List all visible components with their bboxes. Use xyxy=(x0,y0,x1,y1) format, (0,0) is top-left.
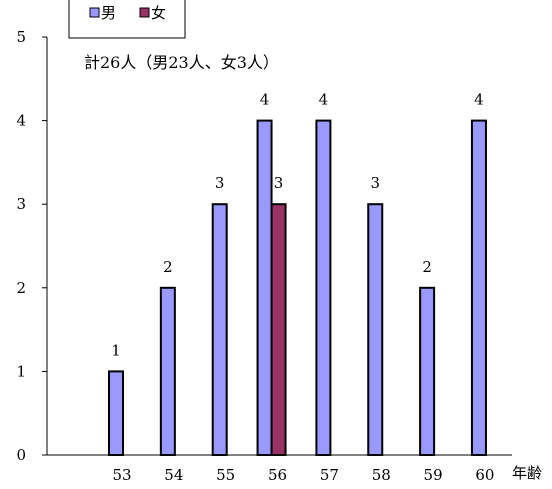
y-tick-label: 2 xyxy=(16,279,26,297)
legend-label: 男 xyxy=(101,4,116,22)
bar-male xyxy=(419,286,436,456)
bar-male xyxy=(159,286,176,456)
bar-value-label: 4 xyxy=(474,91,484,109)
bar-male xyxy=(470,119,487,456)
legend-items: 男女 xyxy=(89,4,166,22)
bar-value-label: 1 xyxy=(111,341,121,359)
y-tick-label: 5 xyxy=(16,28,26,46)
bar-male xyxy=(211,203,228,456)
legend-swatch xyxy=(139,7,150,18)
y-tick-label: 4 xyxy=(16,112,26,130)
bar-value-label: 3 xyxy=(370,174,380,192)
legend-box xyxy=(68,0,186,39)
x-tick-label: 55 xyxy=(216,466,235,484)
bar-male xyxy=(108,370,124,456)
x-axis-ticks: 53 54 55 56 57 58 59 60 xyxy=(112,466,494,484)
x-axis-title: 年齢 xyxy=(512,464,542,482)
x-tick-label: 54 xyxy=(164,466,183,484)
y-tick-label: 3 xyxy=(16,195,26,213)
x-tick-label: 59 xyxy=(424,466,443,484)
bar-value-label: 3 xyxy=(215,174,225,192)
x-tick-label: 60 xyxy=(475,466,494,484)
legend: 男女 xyxy=(68,0,186,39)
bar-male xyxy=(367,203,384,456)
bar-male xyxy=(256,119,273,456)
bar-value-label: 2 xyxy=(422,258,432,276)
bar-value-label: 4 xyxy=(319,91,329,109)
data-labels-group: 1 2 3 4 3 4 3 2 4 xyxy=(111,91,483,360)
legend-swatch xyxy=(89,7,100,18)
x-tick-label: 56 xyxy=(268,466,287,484)
bar-value-label: 2 xyxy=(163,258,173,276)
bar-value-label: 3 xyxy=(274,174,284,192)
x-tick-label: 53 xyxy=(112,466,131,484)
bar-male xyxy=(315,119,332,456)
x-tick-label: 57 xyxy=(320,466,339,484)
x-tick-label: 58 xyxy=(372,466,391,484)
bar-female xyxy=(270,203,287,456)
total-annotation: 計26人（男23人、女3人） xyxy=(84,53,279,72)
bars-group xyxy=(108,119,487,456)
y-tick-label: 0 xyxy=(16,446,26,464)
legend-label: 女 xyxy=(151,4,166,22)
y-tick-label: 1 xyxy=(16,362,26,380)
bar-value-label: 4 xyxy=(260,91,270,109)
y-axis-ticks: 0 1 2 3 4 5 xyxy=(16,28,47,464)
